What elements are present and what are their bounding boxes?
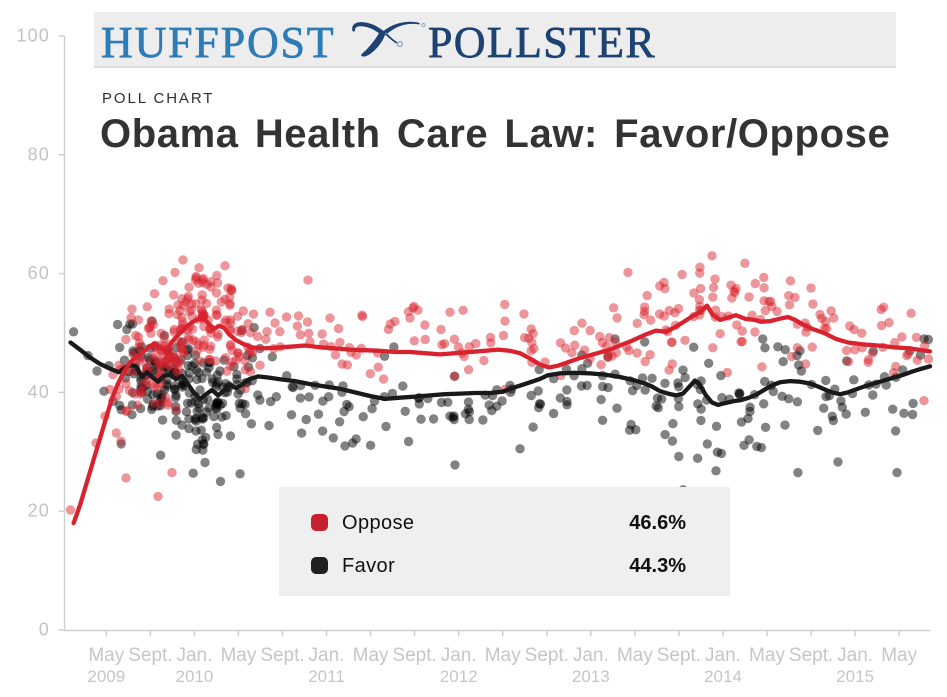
svg-text:Sept.: Sept. bbox=[392, 645, 436, 666]
svg-text:Jan.: Jan. bbox=[309, 645, 345, 666]
svg-text:20: 20 bbox=[28, 501, 50, 521]
svg-text:80: 80 bbox=[28, 144, 50, 164]
svg-text:Jan.: Jan. bbox=[573, 645, 609, 666]
svg-text:May: May bbox=[749, 645, 785, 666]
svg-text:2011: 2011 bbox=[308, 667, 345, 686]
svg-text:2012: 2012 bbox=[440, 667, 478, 686]
svg-text:Jan.: Jan. bbox=[837, 645, 873, 666]
svg-text:Jan.: Jan. bbox=[176, 645, 212, 666]
svg-text:May: May bbox=[881, 645, 917, 666]
svg-text:2014: 2014 bbox=[704, 667, 742, 686]
svg-text:May: May bbox=[617, 645, 653, 666]
svg-text:2009: 2009 bbox=[87, 667, 125, 686]
svg-text:May: May bbox=[353, 645, 389, 666]
svg-text:Sept.: Sept. bbox=[525, 645, 569, 666]
svg-text:2013: 2013 bbox=[572, 667, 610, 686]
svg-text:2015: 2015 bbox=[836, 667, 874, 686]
svg-text:Sept.: Sept. bbox=[260, 645, 304, 666]
svg-text:Jan.: Jan. bbox=[441, 645, 477, 666]
svg-text:40: 40 bbox=[28, 382, 50, 402]
svg-text:0: 0 bbox=[39, 620, 50, 640]
svg-text:Sept.: Sept. bbox=[789, 645, 833, 666]
svg-text:Jan.: Jan. bbox=[705, 645, 741, 666]
svg-text:60: 60 bbox=[28, 263, 50, 283]
svg-text:Sept.: Sept. bbox=[657, 645, 701, 666]
svg-text:2010: 2010 bbox=[175, 667, 213, 686]
svg-text:100: 100 bbox=[16, 26, 50, 46]
svg-text:May: May bbox=[88, 645, 124, 666]
svg-text:Sept.: Sept. bbox=[128, 645, 172, 666]
svg-text:May: May bbox=[485, 645, 521, 666]
svg-text:May: May bbox=[220, 645, 256, 666]
